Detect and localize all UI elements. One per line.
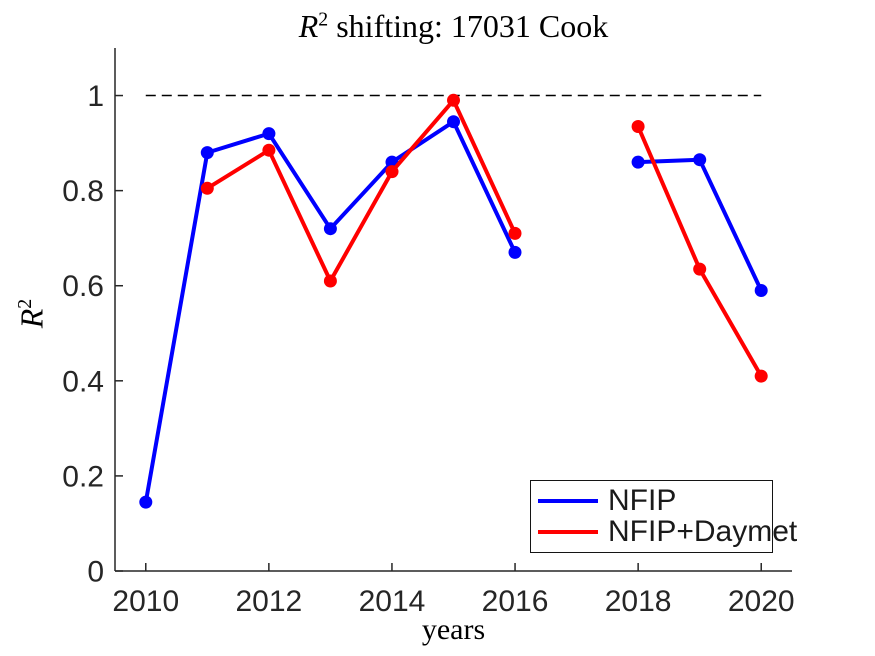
legend-line-red (538, 530, 598, 534)
data-point-marker (754, 369, 768, 383)
data-point-marker (200, 146, 214, 160)
series-line-0 (143, 119, 764, 503)
data-point-marker (754, 284, 768, 297)
y-axis-label: R2 (14, 264, 51, 364)
data-point-marker (323, 274, 337, 288)
y-tick-label: 0 (87, 556, 104, 589)
title-superscript: 2 (318, 8, 329, 31)
data-point-marker (262, 143, 276, 157)
data-point-marker (631, 120, 645, 133)
y-tick-label: 1 (87, 80, 104, 113)
legend-label-nfip-daymet: NFIP+Daymet (608, 515, 798, 548)
legend-label-nfip: NFIP (608, 484, 677, 517)
data-point-marker (139, 495, 153, 509)
x-tick-label: 2020 (728, 585, 795, 618)
legend-line-blue (538, 499, 598, 503)
ylabel-math-r: R (13, 308, 50, 329)
data-point-marker (631, 155, 645, 169)
data-point-marker (508, 245, 522, 259)
x-tick-label: 2016 (482, 585, 549, 618)
data-point-marker (385, 165, 399, 179)
x-tick-label: 2018 (605, 585, 672, 618)
data-point-marker (200, 181, 214, 195)
y-tick-label: 0.2 (62, 460, 104, 493)
data-point-marker (447, 115, 460, 129)
y-tick-label: 0.8 (62, 175, 104, 208)
title-text: shifting: 17031 Cook (328, 8, 609, 44)
data-point-marker (693, 262, 707, 276)
plot-title: R2 shifting: 17031 Cook (115, 8, 792, 45)
x-tick-label: 2014 (359, 585, 426, 618)
legend-entry-nfip-daymet: NFIP+Daymet (531, 517, 797, 548)
title-math-r: R (298, 8, 319, 44)
legend-entry-nfip: NFIP (531, 486, 772, 517)
data-point-marker (447, 93, 460, 107)
x-tick-label: 2012 (235, 585, 302, 618)
data-point-marker (508, 226, 522, 240)
y-tick-label: 0.6 (62, 270, 104, 303)
y-tick-label: 0.4 (62, 365, 104, 398)
ylabel-superscript: 2 (13, 298, 36, 309)
data-point-marker (323, 222, 337, 236)
data-point-marker (693, 153, 707, 167)
x-tick-label: 2010 (112, 585, 179, 618)
series-line-1 (206, 98, 763, 378)
legend-box: NFIP NFIP+Daymet (530, 480, 797, 553)
x-axis-label: years (421, 613, 486, 646)
data-point-marker (262, 127, 276, 141)
